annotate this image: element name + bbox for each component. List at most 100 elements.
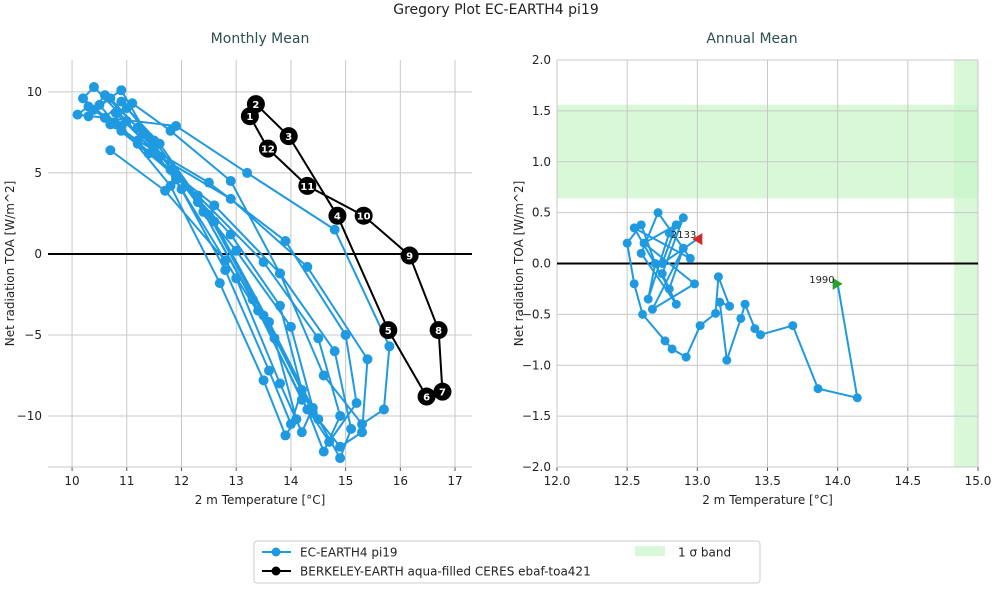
model-data-point — [203, 210, 214, 221]
model-data-point — [225, 229, 236, 240]
x-tick-label: 13.0 — [684, 474, 711, 488]
model-data-point — [116, 96, 127, 107]
y-tick-label: 5 — [34, 166, 42, 180]
model-data-point — [296, 385, 307, 396]
model-data-point — [329, 224, 340, 235]
x-tick-label: 13 — [229, 474, 244, 488]
model-data-point — [160, 185, 171, 196]
y-tick-label: 0.5 — [532, 206, 551, 220]
x-tick-label: 15.0 — [965, 474, 992, 488]
model-data-point — [242, 167, 253, 178]
model-data-point — [629, 279, 639, 289]
model-data-point — [813, 384, 823, 394]
y-tick-label: 1.0 — [532, 155, 551, 169]
start-year-label: 1990 — [809, 275, 834, 286]
model-data-point — [116, 120, 127, 131]
obs-data-point — [400, 246, 419, 265]
y-tick-label: −1.0 — [522, 358, 551, 372]
model-data-point — [203, 177, 214, 188]
y-tick-label: 0.0 — [532, 257, 551, 271]
model-data-point — [755, 330, 765, 340]
obs-data-point — [433, 382, 452, 401]
model-data-point — [285, 321, 296, 332]
x-tick-label: 14.0 — [824, 474, 851, 488]
y-tick-label: 1.5 — [532, 104, 551, 118]
figure-title: Gregory Plot EC-EARTH4 pi19 — [393, 2, 599, 18]
model-data-point — [357, 427, 368, 438]
legend-band-label: 1 σ band — [678, 546, 731, 560]
model-data-point — [149, 135, 160, 146]
y-tick-label: 2.0 — [532, 53, 551, 67]
model-data-point — [269, 333, 280, 344]
model-data-point — [725, 301, 735, 311]
x-tick-label: 13.5 — [754, 474, 781, 488]
obs-data-point — [429, 321, 448, 340]
model-data-point — [225, 176, 236, 187]
model-data-point — [690, 279, 700, 289]
model-data-point — [736, 313, 746, 323]
start-year-marker — [832, 277, 843, 290]
obs-data-point — [354, 206, 373, 225]
obs-data-point — [328, 206, 347, 225]
model-data-point — [329, 346, 340, 357]
x-tick-label: 16 — [393, 474, 408, 488]
model-data-point — [629, 223, 639, 233]
x-tick-label: 12.5 — [614, 474, 641, 488]
model-data-point — [678, 213, 688, 223]
model-data-point — [83, 101, 94, 112]
model-data-point — [231, 245, 242, 256]
model-data-point — [852, 393, 862, 403]
model-data-point — [296, 394, 307, 405]
model-data-point — [357, 419, 368, 430]
model-data-point — [636, 248, 646, 258]
model-data-point — [639, 238, 649, 248]
model-data-point — [740, 299, 750, 309]
x-tick-label: 15 — [338, 474, 353, 488]
model-data-point — [258, 257, 269, 268]
model-data-point — [154, 151, 165, 162]
model-data-point — [291, 414, 302, 425]
model-data-point — [362, 354, 373, 365]
legend: EC-EARTH4 pi19 BERKELEY-EARTH aqua-fille… — [253, 540, 761, 584]
y-axis-label: Net radiation TOA [W/m^2] — [3, 181, 17, 347]
axes-title: Annual Mean — [706, 31, 797, 47]
model-data-point — [171, 120, 182, 131]
end-year-marker — [692, 233, 703, 246]
x-tick-label: 14.5 — [894, 474, 921, 488]
model-data-point — [722, 355, 732, 365]
model-data-point — [671, 299, 681, 309]
model-data-point — [88, 82, 99, 93]
model-data-point — [274, 300, 285, 311]
model-data-point — [713, 272, 723, 282]
legend-band-patch — [635, 546, 665, 556]
model-data-point — [653, 208, 663, 218]
y-axis-label: Net radiation TOA [W/m^2] — [512, 181, 526, 347]
model-data-point — [214, 278, 225, 289]
x-tick-label: 12 — [174, 474, 189, 488]
model-data-point — [280, 430, 291, 441]
model-data-point — [247, 294, 258, 305]
month-label: 9 — [406, 252, 413, 263]
model-data-point — [274, 268, 285, 279]
model-data-point — [678, 243, 688, 253]
model-data-point — [657, 259, 667, 268]
model-data-point — [643, 294, 653, 304]
model-data-point — [636, 220, 646, 230]
model-data-point — [220, 265, 231, 276]
obs-data-point — [417, 387, 436, 406]
model-data-point — [127, 98, 138, 109]
month-label: 2 — [252, 100, 259, 111]
model-data-point — [116, 85, 127, 96]
x-tick-label: 14 — [283, 474, 298, 488]
month-label: 1 — [246, 112, 253, 123]
model-data-point — [296, 427, 307, 438]
model-data-point — [647, 304, 657, 314]
model-series-line — [76, 86, 391, 460]
model-data-point — [657, 269, 667, 279]
model-data-point — [711, 308, 721, 318]
model-data-point — [132, 135, 143, 146]
model-data-point — [225, 193, 236, 204]
annual-mean-axes: Annual Mean 12.0 12.5 13.0 13.5 14.0 14.5 15.0 2… — [512, 31, 991, 507]
